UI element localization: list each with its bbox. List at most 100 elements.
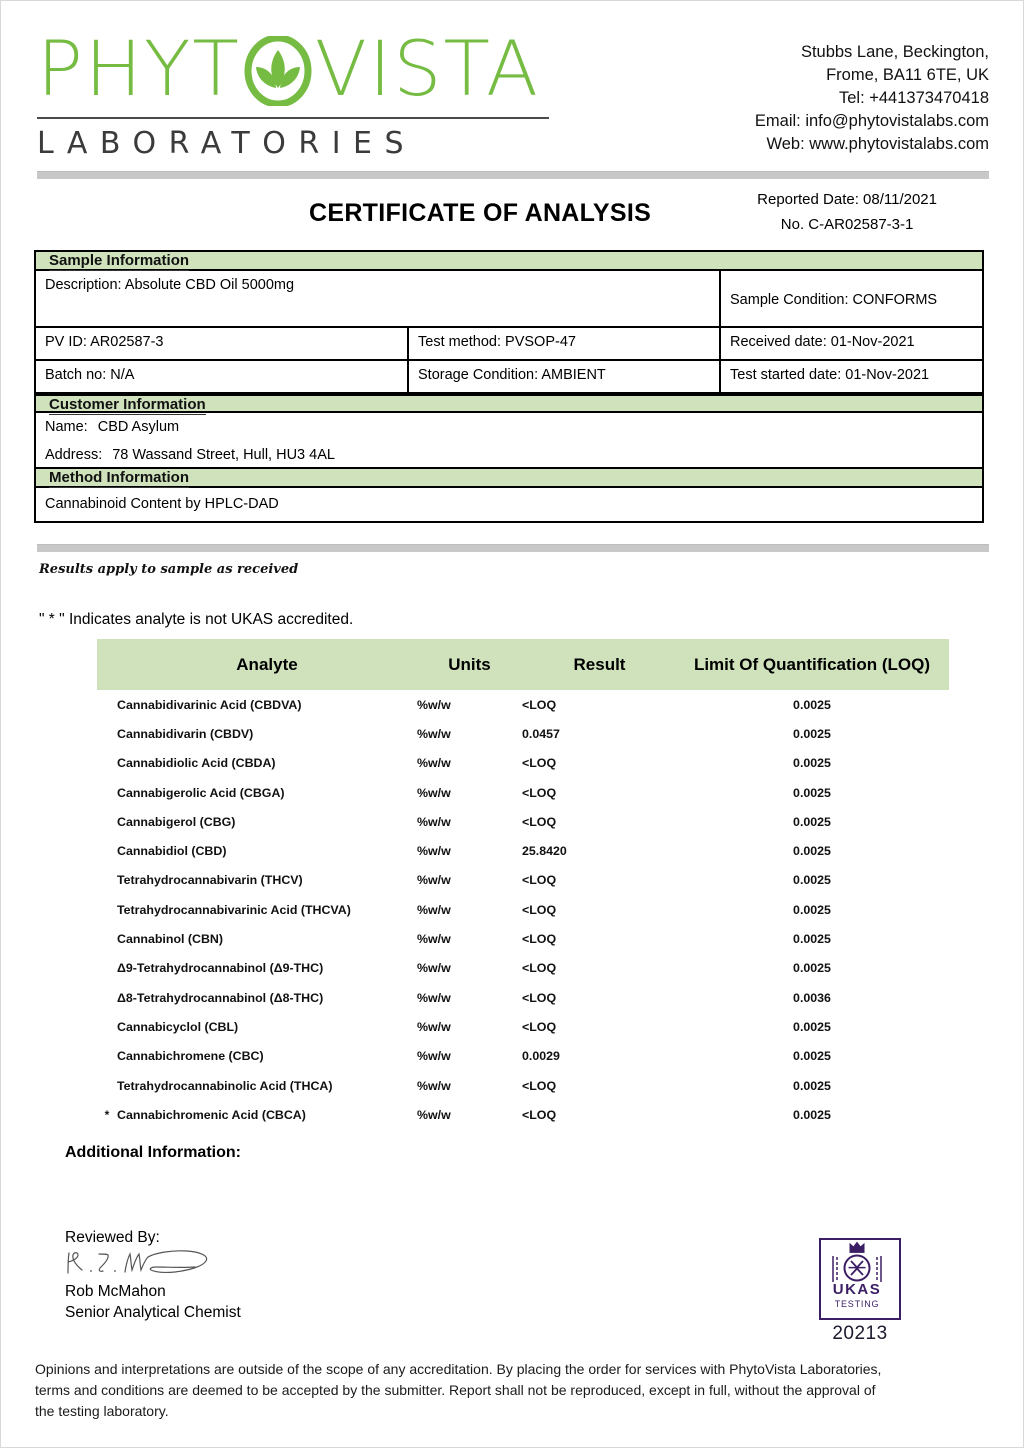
analyte-result: <LOQ: [522, 756, 557, 771]
report-meta: Reported Date: 08/11/2021 No. C-AR02587-…: [757, 187, 937, 237]
analyte-name: Cannabichromene (CBC): [117, 1049, 264, 1064]
customer-name-value: CBD Asylum: [97, 419, 180, 435]
analyte-loq: 0.0025: [793, 961, 831, 976]
table-row: PV ID: AR02587-3 Test method: PVSOP-47 R…: [36, 328, 982, 361]
analyte-units: %w/w: [417, 932, 451, 947]
analyte-loq: 0.0025: [793, 814, 831, 829]
table-row: Δ9-Tetrahydrocannabinol (Δ9-THC) %w/w <LOQ…: [97, 954, 949, 983]
report-number: No. C-AR02587-3-1: [780, 216, 914, 233]
analyte-result: <LOQ: [522, 814, 557, 829]
contact-block: Stubbs Lane, Beckington, Frome, BA11 6TE…: [589, 41, 989, 156]
method-information-title: Method Information: [49, 469, 189, 488]
column-header-result: Result: [573, 654, 626, 674]
analyte-accreditation-marker: *: [104, 1107, 110, 1122]
table-row: Cannabigerolic Acid (CBGA) %w/w <LOQ 0.0025: [97, 778, 949, 807]
analyte-result: 25.8420: [522, 844, 567, 859]
table-row: Cannabidiol (CBD) %w/w 25.8420 0.0025: [97, 836, 949, 865]
analyte-result: <LOQ: [522, 990, 557, 1005]
analyte-name: Cannabichromenic Acid (CBCA): [117, 1107, 306, 1122]
analyte-result: <LOQ: [522, 873, 557, 888]
analyte-name: Cannabicyclol (CBL): [117, 1019, 239, 1034]
customer-address-label: Address:: [45, 447, 103, 463]
analyte-units: %w/w: [417, 756, 451, 771]
column-header-analyte: Analyte: [236, 654, 298, 674]
analyte-loq: 0.0036: [793, 990, 831, 1005]
results-apply-note: Results apply to sample as received: [39, 562, 299, 577]
analyte-result: <LOQ: [522, 1078, 557, 1093]
analyte-result: <LOQ: [522, 785, 557, 800]
analyte-result: <LOQ: [522, 697, 557, 712]
analyte-loq: 0.0025: [793, 902, 831, 917]
analyte-loq: 0.0025: [793, 726, 831, 741]
signoff-identity: Rob McMahon Senior Analytical Chemist: [65, 1281, 241, 1323]
analyte-result: <LOQ: [522, 932, 557, 947]
analyte-name: Cannabigerol (CBG): [117, 814, 236, 829]
column-header-units: Units: [448, 654, 491, 674]
analyte-units: %w/w: [417, 961, 451, 976]
batch-no: Batch no: N/A: [36, 361, 409, 392]
contact-phone: Tel: +441373470418: [838, 89, 989, 107]
ukas-emblem-icon: [843, 1254, 871, 1282]
analyte-units: %w/w: [417, 697, 451, 712]
analyte-name: Cannabinol (CBN): [117, 932, 223, 947]
table-row: Cannabichromene (CBC) %w/w 0.0029 0.0025: [97, 1042, 949, 1071]
sample-information-title: Sample Information: [49, 252, 190, 271]
analyte-units: %w/w: [417, 1019, 451, 1034]
sample-condition: Sample Condition: CONFORMS: [730, 292, 938, 308]
analyte-name: Tetrahydrocannabinolic Acid (THCA): [117, 1078, 333, 1093]
analyte-name: Cannabidiol (CBD): [117, 844, 227, 859]
table-row: Batch no: N/A Storage Condition: AMBIENT…: [36, 361, 982, 394]
test-method: Test method: PVSOP-47: [409, 328, 721, 359]
reviewer-role: Senior Analytical Chemist: [65, 1304, 241, 1321]
header-divider: [37, 171, 989, 179]
analyte-units: %w/w: [417, 873, 451, 888]
analyte-result: <LOQ: [522, 902, 557, 917]
analyte-units: %w/w: [417, 726, 451, 741]
analyte-result: <LOQ: [522, 1107, 557, 1122]
contact-email: Email: info@phytovistalabs.com: [754, 112, 989, 130]
contact-website: Web: www.phytovistalabs.com: [766, 135, 989, 153]
logo-subtitle: LABORATORIES: [37, 126, 417, 161]
table-row: Cannabigerol (CBG) %w/w <LOQ 0.0025: [97, 807, 949, 836]
test-started-date: Test started date: 01-Nov-2021: [730, 367, 930, 383]
analyte-loq: 0.0025: [793, 932, 831, 947]
contact-address-line1: Stubbs Lane, Beckington,: [800, 43, 989, 61]
results-table-body: Cannabidivarinic Acid (CBDVA) %w/w <LOQ 0.0…: [97, 690, 949, 1129]
contact-address-line2: Frome, BA11 6TE, UK: [826, 66, 989, 84]
title-row: CERTIFICATE OF ANALYSIS Reported Date: 0…: [1, 187, 1024, 243]
analyte-loq: 0.0025: [793, 844, 831, 859]
analyte-loq: 0.0025: [793, 1078, 831, 1093]
handwritten-signature: [63, 1245, 263, 1281]
analyte-loq: 0.0025: [793, 697, 831, 712]
ukas-number: 20213: [832, 1323, 888, 1344]
customer-information-title: Customer Information: [49, 396, 206, 415]
sample-description: Description: Absolute CBD Oil 5000mg: [36, 271, 721, 326]
analyte-units: %w/w: [417, 1078, 451, 1093]
svg-text:TESTING: TESTING: [835, 1299, 880, 1309]
footer-disclaimer: Opinions and interpretations are outside…: [35, 1361, 882, 1419]
ukas-accreditation-mark: UKAS TESTING 20213: [819, 1238, 901, 1345]
logo-text-second: VISTA: [314, 23, 540, 113]
analyte-name: Cannabidivarin (CBDV): [117, 726, 254, 741]
document-header: PHYT VISTA LABORATORIES Stubbs Lane, Bec…: [1, 1, 1024, 169]
reviewed-by-label: Reviewed By:: [65, 1229, 160, 1246]
reported-date: Reported Date: 08/11/2021: [757, 191, 937, 208]
logo-text-first: PHYT: [37, 23, 241, 113]
received-date: Received date: 01-Nov-2021: [730, 334, 915, 350]
analyte-result: 0.0029: [522, 1049, 560, 1064]
logo-divider: [37, 117, 549, 119]
method-value: Cannabinoid Content by HPLC-DAD: [45, 496, 279, 512]
analyte-units: %w/w: [417, 814, 451, 829]
analyte-result: 0.0457: [522, 726, 560, 741]
table-row: Δ8-Tetrahydrocannabinol (Δ8-THC) %w/w <LOQ…: [97, 983, 949, 1012]
table-row: Cannabidivarinic Acid (CBDVA) %w/w <LOQ 0.0…: [97, 690, 949, 719]
analyte-name: Tetrahydrocannabivarin (THCV): [117, 873, 303, 888]
analyte-result: <LOQ: [522, 961, 557, 976]
customer-name-row: Name: CBD Asylum: [36, 413, 982, 441]
storage-condition: Storage Condition: AMBIENT: [409, 361, 721, 392]
customer-name-label: Name:: [45, 419, 88, 435]
ukas-logo-box: UKAS TESTING: [819, 1238, 901, 1320]
company-logo: PHYT VISTA LABORATORIES: [37, 24, 557, 161]
analyte-name: Cannabidiolic Acid (CBDA): [117, 756, 276, 771]
analyte-loq: 0.0025: [793, 873, 831, 888]
